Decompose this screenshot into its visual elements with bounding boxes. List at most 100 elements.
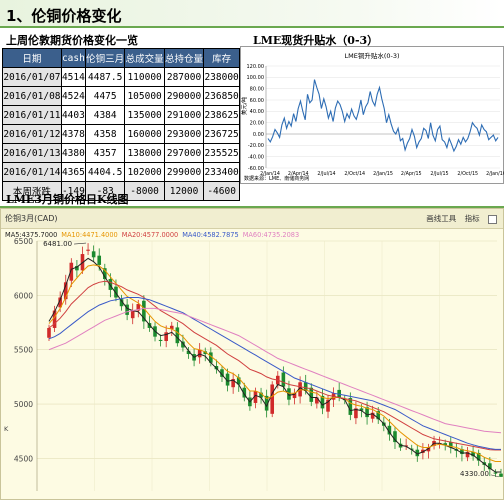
table-cell: 138000 — [124, 143, 165, 163]
spread-x-tick: 2/Jul/14 — [317, 171, 335, 177]
candle-body — [142, 300, 146, 322]
ma-line-ma20 — [48, 280, 501, 451]
high-pointer — [74, 242, 87, 245]
table-cell: 290000 — [163, 86, 205, 106]
table-cell: 2016/01/08 — [2, 86, 62, 106]
table-cell: 287000 — [163, 67, 205, 87]
spread-x-tick: 2/Apr/15 — [401, 171, 422, 177]
candle-body — [264, 395, 269, 411]
kline-y-tick: 4500 — [14, 454, 33, 463]
spread-chart-title: LME铜升贴水(0-3) — [344, 51, 399, 60]
candle-body — [242, 387, 247, 398]
candle-body — [69, 262, 74, 281]
candle-body — [376, 411, 381, 420]
candle-body — [203, 351, 208, 355]
ma-line-ma60 — [48, 307, 502, 434]
candle-body — [354, 408, 358, 419]
drawing-tools-link[interactable]: 画线工具 — [426, 214, 457, 223]
candle-body — [499, 473, 503, 477]
column-header: cash — [60, 48, 86, 68]
change-cell: 本周涨跌 — [2, 181, 62, 201]
kline-panel: 伦铜3月(CAD) 画线工具 指标 MA5:4375.7000 MA10:4471… — [0, 208, 504, 500]
candle-body — [158, 339, 163, 341]
kline-divider — [0, 206, 504, 208]
candle-body — [164, 332, 168, 341]
indicator-link[interactable]: 指标 — [464, 214, 480, 223]
table-cell: 299000 — [163, 162, 205, 182]
table-row: 2016/01/14 4365 4404.5 102000 299000 233400 — [2, 162, 240, 182]
candle-body — [426, 447, 431, 452]
table-cell: 236850 — [203, 86, 240, 106]
ma-line-ma10 — [48, 264, 501, 462]
candle-body — [493, 472, 498, 474]
table-cell: 4404.5 — [84, 162, 126, 182]
table-cell: 291000 — [163, 105, 205, 125]
candle-body — [309, 387, 314, 402]
spread-x-tick: 2/Jan/15 — [373, 171, 393, 177]
candle-body — [103, 268, 107, 280]
low-pointer — [490, 474, 500, 478]
table-cell: 102000 — [124, 162, 165, 182]
column-header: 日期 — [2, 48, 62, 68]
candle-body — [270, 384, 275, 414]
table-cell: 238000 — [203, 67, 240, 87]
table-row: 2016/01/12 4378 4358 160000 293000 236725 — [2, 124, 240, 144]
candle-body — [236, 377, 241, 385]
table-cell: 135000 — [124, 105, 165, 125]
spread-x-tick: 2/Oct/15 — [457, 171, 478, 177]
spread-y-tick: 120.00 — [247, 64, 265, 70]
ma-legend-item: MA20:4577.0000 — [121, 231, 179, 239]
column-header: 伦铜三月 — [84, 48, 126, 68]
candle-body — [471, 451, 475, 457]
candle-body — [465, 451, 470, 458]
candle-body — [365, 407, 369, 418]
change-cell: -149 — [60, 181, 86, 201]
candle-body — [421, 449, 425, 453]
candle-body — [298, 382, 302, 397]
candle-body — [114, 286, 118, 298]
candle-body — [136, 304, 141, 311]
table-cell: 297000 — [163, 143, 205, 163]
ma-legend-item: MA60:4735.2083 — [242, 231, 300, 239]
candle-body — [181, 341, 185, 348]
spread-x-tick: 2/Oct/14 — [344, 171, 365, 177]
candle-body — [47, 327, 51, 338]
table-cell: 233400 — [203, 162, 240, 182]
candle-body — [460, 449, 464, 455]
kline-panel-title: LME3月铜价格日K线图 — [6, 193, 129, 206]
table-cell: 4357 — [84, 143, 126, 163]
moving-average-legend: MA5:4375.7000 MA10:4471.4000 MA20:4577.000… — [5, 231, 303, 239]
high-price-label: 6481.00 — [43, 240, 72, 248]
kline-y-tick: 5000 — [14, 400, 33, 409]
spread-x-tick: 2/Jul/15 — [430, 171, 448, 177]
candle-body — [91, 251, 96, 258]
table-cell: 160000 — [124, 124, 165, 144]
candle-body — [225, 373, 230, 386]
section-banner: 1、伦铜价格变化 — [0, 0, 504, 28]
candle-body — [58, 297, 62, 308]
candle-body — [130, 310, 135, 319]
candle-body — [315, 397, 319, 404]
candle-body — [231, 379, 235, 388]
kline-y-tick: 5500 — [14, 346, 33, 355]
fullscreen-icon[interactable] — [488, 214, 497, 224]
section-title: 1、伦铜价格变化 — [6, 7, 122, 25]
candle-body — [415, 449, 420, 457]
table-cell: 4384 — [84, 105, 126, 125]
candle-body — [52, 310, 57, 328]
change-cell: -8000 — [124, 181, 165, 201]
candle-body — [393, 431, 397, 443]
spread-x-tick: 2/Apr/14 — [288, 171, 309, 177]
change-cell: -4600 — [203, 181, 240, 201]
table-cell: 4380 — [60, 143, 86, 163]
candle-body — [337, 389, 341, 398]
candle-body — [169, 325, 174, 330]
table-cell: 4524 — [60, 86, 86, 106]
table-cell: 4365 — [60, 162, 86, 182]
table-header-row: 日期 cash 伦铜三月 总成交量 总持仓量 库存 — [2, 48, 240, 68]
candle-body — [320, 395, 325, 409]
kline-toolbar: 伦铜3月(CAD) 画线工具 指标 — [1, 209, 503, 229]
candle-body — [303, 382, 308, 391]
candle-body — [63, 282, 68, 300]
spread-x-tick: 2/Jan/16 — [486, 171, 504, 177]
